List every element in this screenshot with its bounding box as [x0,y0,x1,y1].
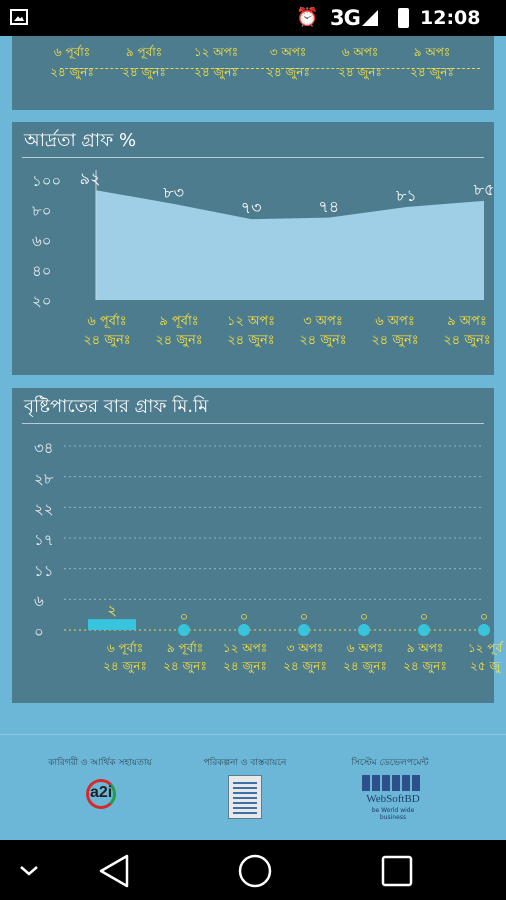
x-tick-date: ২৪ জুনঃ [343,659,387,673]
rainfall-title: বৃষ্টিপাতের বার গ্রাফ মি.মি [24,396,209,417]
x-tick-date: ২৪ জুনঃ [50,65,94,79]
x-tick-time: ৯ অপঃ [447,314,487,329]
x-tick-time: ৬ পূর্বাঃ [53,45,91,59]
y-tick-label: ৩৪ [34,439,54,457]
rain-point[interactable] [238,624,250,636]
x-tick-time: ১২ অপঃ [226,314,276,329]
humidity-chart [95,170,484,300]
rain-point[interactable] [478,624,490,636]
x-tick-time: ৯ অপঃ [413,45,451,59]
x-tick-time: ১২ অপঃ [222,641,268,655]
top-chart-baseline [60,68,480,69]
data-label: ৭৩ [240,198,262,218]
data-label: ০ [359,610,369,625]
recents-icon[interactable] [380,854,414,888]
status-bar: ⏰ 3G 12:08 AM [0,0,506,49]
title-divider [22,157,484,158]
data-label: ৮৩ [163,182,184,202]
y-tick-label: ৮০ [32,202,52,220]
humidity-panel: আর্দ্রতা গ্রাফ % ১০০ ৮০ ৬০ ৪০ ২০ ৯২ ৮৩ ৭৩ ৭৪ ৮১ ৮৫… [12,122,494,375]
data-label: ৮৫ [473,179,495,199]
x-tick-time: ৬ অপঃ [375,314,415,329]
websoftbd-logo[interactable]: WebSoftBD be World wide business [358,773,428,823]
x-tick-date: ২৪ জুনঃ [223,659,267,673]
x-tick-date: ২৪ জুনঃ [410,65,454,79]
data-label: ০ [239,610,249,625]
data-label: ২ [107,601,117,620]
y-tick-label: ০ [34,623,44,641]
rain-bar[interactable] [88,619,136,630]
a2i-logo[interactable]: a2i [84,777,128,817]
y-tick-label: ৬০ [32,232,52,250]
caption-sponsor: কারিগরী ও আর্থিক সহায়তায় [48,758,152,768]
ministry-logo[interactable] [228,775,262,819]
x-tick-time: ৩ অপঃ [286,641,324,655]
x-tick-date: ২৫ জু [469,659,501,673]
x-tick-time: ৬ অপঃ [346,641,384,655]
y-tick-label: ১৭ [34,531,54,549]
y-tick-label: ২৮ [34,469,54,488]
data-label: ০ [179,610,189,625]
caption-development: সিস্টেম ডেভেলপমেন্ট [351,758,429,768]
x-tick-date: ২৪ জুনঃ [371,333,419,348]
data-label: ০ [299,610,309,625]
y-tick-label: ২০ [32,292,52,310]
title-divider [22,423,484,424]
x-tick-date: ২৪ জুনঃ [403,659,447,673]
x-tick-time: ৯ পূর্বাঃ [166,641,204,655]
x-tick-date: ২৪ জুনঃ [443,333,491,348]
battery-icon [398,8,409,28]
x-tick-time: ১২ পূর্ব [467,641,503,655]
x-tick-time: ৬ পূর্বাঃ [87,314,127,329]
humidity-area [96,190,484,300]
data-label: ৮১ [396,185,417,205]
x-tick-time: ৯ পূর্বাঃ [159,314,199,329]
x-tick-date: ২৪ জুনঃ [194,65,238,79]
top-chart-panel: ৬ পূর্বাঃ ২৪ জুনঃ ৯ পূর্বাঃ ২৪ জুনঃ ১২ অপঃ ২৪… [12,36,494,110]
x-tick-time: ৩ অপঃ [269,45,307,59]
humidity-title: আর্দ্রতা গ্রাফ % [24,130,137,151]
x-tick-date: ২৪ জুনঃ [299,333,347,348]
image-notification-icon [10,9,28,25]
x-tick-date: ২৪ জুনঃ [227,333,275,348]
x-tick-date: ২৪ জুনঃ [266,65,310,79]
back-icon[interactable] [97,853,131,889]
x-tick-time: ৩ অপঃ [303,314,343,329]
rain-point[interactable] [358,624,370,636]
navigation-bar [0,840,506,900]
y-tick-label: ৪০ [32,262,52,280]
home-icon[interactable] [237,853,273,889]
x-tick-time: ৬ পূর্বাঃ [106,641,144,655]
x-tick-date: ২৪ জুনঃ [155,333,203,348]
rainfall-chart [64,445,490,636]
data-label: ৭৪ [318,196,340,216]
x-tick-time: ১২ অপঃ [193,45,239,59]
rain-point[interactable] [418,624,430,636]
data-label: ০ [479,610,489,625]
x-tick-time: ৯ অপঃ [406,641,444,655]
x-tick-date: ২৪ জুনঃ [103,659,147,673]
x-tick-date: ২৪ জুনঃ [163,659,207,673]
network-type: 3G [330,6,361,30]
signal-icon [362,10,378,26]
y-tick-label: ১০০ [32,172,62,190]
rain-point[interactable] [178,624,190,636]
chevron-down-icon[interactable] [17,858,41,882]
x-tick-date: ২৪ জুনঃ [122,65,166,79]
y-tick-label: ২২ [34,500,54,519]
caption-implementation: পরিকল্পনা ও বাস্তবায়নে [203,758,287,768]
data-label: ০ [419,610,429,625]
footer: কারিগরী ও আর্থিক সহায়তায় পরিকল্পনা ও ব… [0,734,506,841]
x-tick-date: ২৪ জুনঃ [338,65,382,79]
rain-point[interactable] [298,624,310,636]
alarm-icon: ⏰ [296,7,319,28]
rainfall-panel: বৃষ্টিপাতের বার গ্রাফ মি.মি ৩৪ ২৮ ২২ ১৭ ১১ ৬ ০… [12,388,502,703]
x-tick-time: ৬ অপঃ [341,45,379,59]
x-tick-date: ২৪ জুনঃ [83,333,131,348]
y-tick-label: ৬ [34,592,44,611]
x-tick-time: ৯ পূর্বাঃ [125,45,163,59]
data-label: ৯২ [79,169,101,189]
x-tick-date: ২৪ জুনঃ [283,659,327,673]
y-tick-label: ১১ [34,561,54,580]
